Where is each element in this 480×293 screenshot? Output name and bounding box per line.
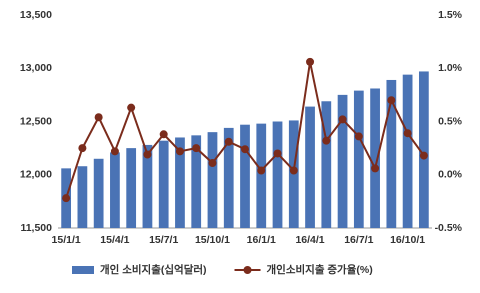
line-marker: [241, 145, 249, 154]
x-tick-label: 15/7/1: [149, 234, 178, 246]
x-tick-label: 15/10/1: [195, 234, 230, 246]
line-marker: [419, 151, 428, 160]
line-marker: [403, 129, 412, 138]
y2-tick-label: 1.0%: [438, 62, 463, 74]
line-marker: [354, 132, 363, 141]
bar: [175, 137, 185, 228]
bar: [207, 132, 218, 228]
line-marker: [289, 166, 298, 175]
x-tick-label: 16/7/1: [344, 234, 373, 246]
line-marker: [371, 164, 380, 173]
bar: [402, 74, 413, 228]
y-tick-label: 12,500: [20, 115, 52, 127]
y-tick-label: 13,500: [20, 9, 52, 21]
bar: [418, 71, 429, 228]
line-marker: [257, 166, 266, 175]
line-marker: [62, 194, 71, 203]
line-marker: [387, 96, 396, 105]
x-tick-label: 16/10/1: [390, 234, 425, 246]
bar: [240, 124, 250, 228]
y2-tick-label: 0.5%: [438, 115, 463, 127]
y2-tick-label: 1.5%: [438, 9, 463, 21]
line-marker: [208, 159, 217, 168]
bar: [337, 94, 348, 228]
y-tick-label: 12,000: [20, 169, 52, 181]
line-marker: [192, 144, 201, 153]
legend-swatch: [72, 266, 94, 274]
bar: [93, 158, 104, 228]
line-marker: [78, 144, 87, 153]
bar: [272, 121, 283, 228]
line-marker: [338, 115, 347, 124]
x-tick-label: 15/4/1: [100, 234, 129, 246]
line-marker: [94, 113, 103, 122]
bar: [126, 148, 137, 228]
legend-swatch: [243, 266, 252, 274]
line-marker: [159, 130, 168, 139]
y2-tick-label: 0.0%: [438, 169, 463, 181]
line-marker: [306, 57, 315, 66]
y-tick-label: 13,000: [20, 62, 52, 74]
line-marker: [110, 147, 119, 156]
line-marker: [143, 150, 152, 159]
bar: [305, 106, 315, 228]
line-marker: [127, 103, 136, 112]
x-tick-label: 15/1/1: [52, 234, 81, 246]
bar: [256, 123, 267, 228]
legend-label: 개인소비지출 증가율(%): [267, 263, 373, 276]
bar: [321, 101, 332, 228]
bar: [77, 166, 88, 228]
bar: [223, 127, 234, 228]
y-tick-label: 11,500: [20, 222, 52, 234]
bar: [158, 140, 169, 228]
bar: [353, 90, 364, 229]
y2-tick-label: -0.5%: [435, 222, 463, 234]
bar: [191, 135, 202, 228]
bar: [110, 152, 120, 228]
bar: [386, 79, 397, 228]
x-tick-label: 16/4/1: [295, 234, 324, 246]
legend-label: 개인 소비지출(십억달러): [100, 263, 207, 276]
line-marker: [224, 137, 233, 146]
bar: [370, 88, 380, 228]
bar: [142, 144, 153, 228]
line-marker: [273, 149, 282, 158]
x-tick-label: 16/1/1: [247, 234, 276, 246]
line-marker: [322, 136, 331, 145]
line-marker: [175, 147, 184, 156]
